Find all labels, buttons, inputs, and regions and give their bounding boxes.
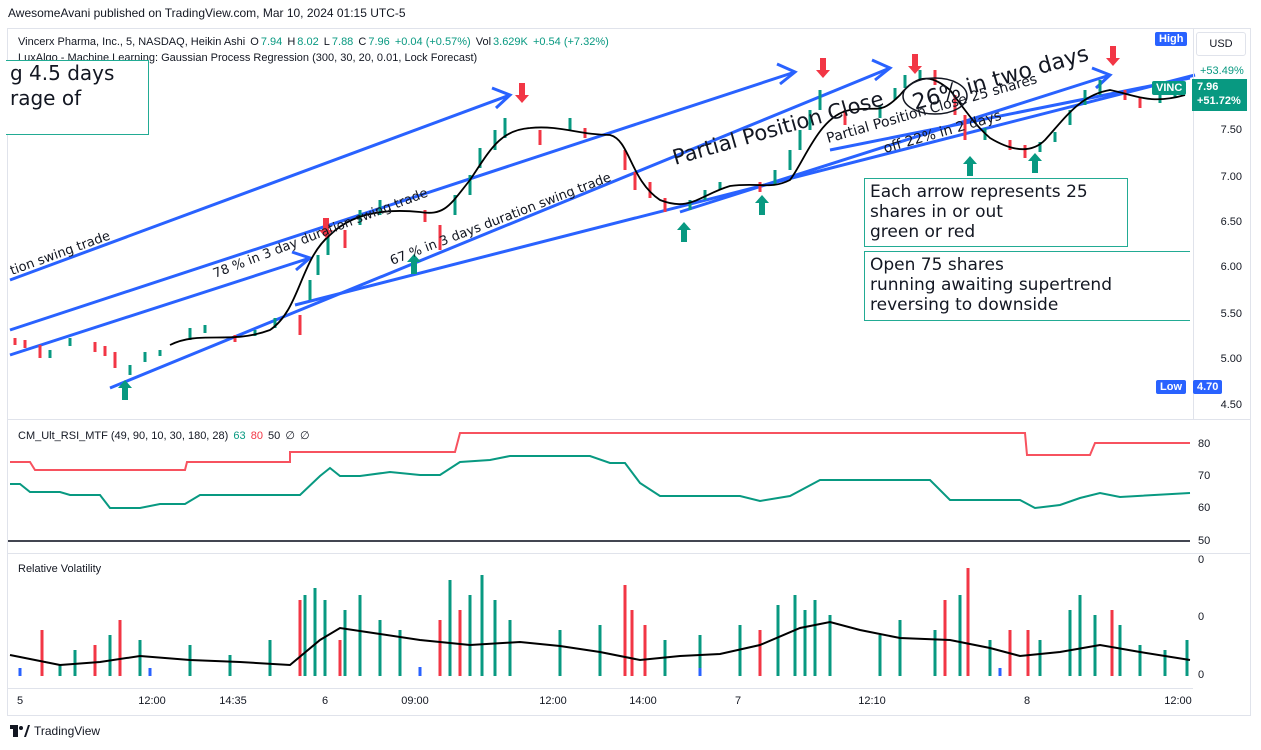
publish-header: AwesomeAvani published on TradingView.co… (8, 6, 406, 20)
rsi-lower-line (10, 455, 1191, 510)
currency-button[interactable]: USD (1196, 32, 1246, 56)
note-box-open: Open 75 shares running awaiting supertre… (864, 251, 1190, 321)
chart-frame (7, 28, 1251, 716)
note-box-arrows: Each arrow represents 25 shares in or ou… (864, 178, 1128, 247)
pane-divider-vol[interactable] (8, 553, 1250, 554)
change-value: +0.04 (+0.57%) (394, 36, 471, 48)
note-open-line1: Open 75 shares (870, 255, 1004, 275)
rsi-legend[interactable]: CM_Ult_RSI_MTF (49, 90, 10, 30, 180, 28)… (18, 429, 312, 442)
note-open-line2: running awaiting supertrend (870, 275, 1113, 295)
rsi-value-5: ∅ (299, 430, 310, 442)
rsi-tick: 50 (1198, 535, 1211, 547)
time-tick: 5 (16, 695, 24, 707)
time-tick: 14:35 (219, 695, 247, 707)
rsi-tick: 60 (1198, 502, 1211, 514)
rsi-value-3: 50 (268, 430, 281, 442)
trend-line-6 (679, 73, 1111, 214)
tradingview-logo-icon (10, 725, 30, 737)
time-tick: 12:00 (1164, 695, 1192, 707)
close-value: 7.96 (368, 36, 390, 48)
open-value: 7.94 (260, 36, 283, 48)
footer-brand[interactable]: TradingView (10, 724, 100, 738)
volatility-line (9, 620, 1191, 667)
note-topleft-line2: rage of (10, 86, 82, 110)
volatility-legend[interactable]: Relative Volatility (18, 563, 103, 575)
pane-divider-rsi[interactable] (8, 419, 1250, 420)
close-label: C (358, 36, 367, 48)
time-tick: 12:10 (858, 695, 886, 707)
vol-bars-blue (18, 667, 1002, 676)
time-tick: 8 (1023, 695, 1031, 707)
rsi-tick: 70 (1198, 470, 1211, 482)
rsi-value-4: ∅ (285, 430, 295, 442)
vol-tick: 0 (1198, 669, 1205, 681)
highlight-circle (902, 77, 968, 115)
low-value-tag: 4.70 (1193, 380, 1223, 394)
trend-line-2 (9, 70, 796, 332)
note-arrows-line3: green or red (870, 222, 976, 242)
vol-change: +0.54 (+7.32%) (532, 36, 609, 48)
rsi-value-1: 63 (233, 430, 246, 442)
vol-bars-green (58, 575, 1189, 676)
time-tick: 12:00 (138, 695, 166, 707)
last-price-pct: +51.72% (1197, 95, 1241, 107)
low-tag: Low (1156, 380, 1186, 394)
green-up-arrows (118, 153, 1042, 400)
trend-lines (9, 66, 1196, 390)
trend-line-7 (829, 76, 1191, 152)
trend-line-1 (9, 93, 511, 282)
vol-label: Vol (475, 36, 492, 48)
rsi-upper-line (10, 432, 1190, 471)
time-axis[interactable]: 5 12:00 14:35 6 09:00 12:00 14:00 7 12:1… (8, 688, 1193, 714)
low-label: L (323, 36, 330, 48)
time-tick: 6 (321, 695, 329, 707)
ticker-tag: VINC (1152, 81, 1187, 95)
trend-line-4 (109, 66, 891, 390)
symbol-legend[interactable]: Vincerx Pharma, Inc., 5, NASDAQ, Heikin … (18, 36, 611, 48)
time-tick: 09:00 (401, 695, 429, 707)
red-candles (13, 70, 1142, 368)
volatility-name[interactable]: Relative Volatility (18, 563, 102, 575)
note-topleft-line1: g 4.5 days (10, 61, 115, 85)
last-price-value: 7.96 (1197, 81, 1219, 93)
swing-label-2: 78 % in 3 day duration swing trade (211, 186, 430, 282)
swing-label-1: tion swing trade (8, 229, 112, 279)
time-tick: 12:00 (539, 695, 567, 707)
note-arrows-line2: shares in or out (870, 202, 1003, 222)
price-tick: 6.00 (1220, 261, 1242, 273)
rsi-value-2: 80 (250, 430, 263, 442)
high-pct-tag: +53.49% (1200, 65, 1244, 77)
price-tick: 7.00 (1220, 171, 1242, 183)
regression-curve (169, 77, 1186, 346)
open-label: O (250, 36, 259, 48)
low-value: 7.88 (331, 36, 354, 48)
footer-brand-name: TradingView (34, 724, 101, 738)
price-tick: 5.00 (1220, 353, 1242, 365)
high-value: 8.02 (297, 36, 319, 48)
time-tick: 14:00 (629, 695, 657, 707)
price-axis[interactable]: 7.50 7.00 6.50 6.00 5.50 5.00 4.50 (1193, 29, 1250, 419)
price-tick: 5.50 (1220, 308, 1242, 320)
price-tick: 6.50 (1220, 216, 1242, 228)
volatility-bars (18, 568, 1189, 676)
rsi-name[interactable]: CM_Ult_RSI_MTF (49, 90, 10, 30, 180, 28) (18, 430, 229, 442)
vol-tick: 0 (1198, 611, 1205, 623)
red-down-arrows (319, 46, 1120, 238)
note-arrows-line1: Each arrow represents 25 (870, 182, 1088, 202)
vol-tick: 0 (1198, 554, 1205, 566)
high-tag: High (1155, 32, 1188, 46)
symbol-name[interactable]: Vincerx Pharma, Inc., 5, NASDAQ, Heikin … (18, 36, 246, 48)
price-tick: 7.50 (1220, 124, 1242, 136)
price-tick: 4.50 (1220, 399, 1242, 411)
rsi-tick: 80 (1198, 438, 1211, 450)
vol-value: 3.629K (493, 36, 528, 48)
note-open-line3: reversing to downside (870, 295, 1059, 315)
last-price-tag: 7.96 +51.72% (1192, 79, 1247, 111)
trend-line-3 (9, 256, 311, 357)
high-label: H (287, 36, 296, 48)
note-box-topleft: g 4.5 days rage of (6, 60, 149, 135)
time-tick: 7 (734, 695, 742, 707)
